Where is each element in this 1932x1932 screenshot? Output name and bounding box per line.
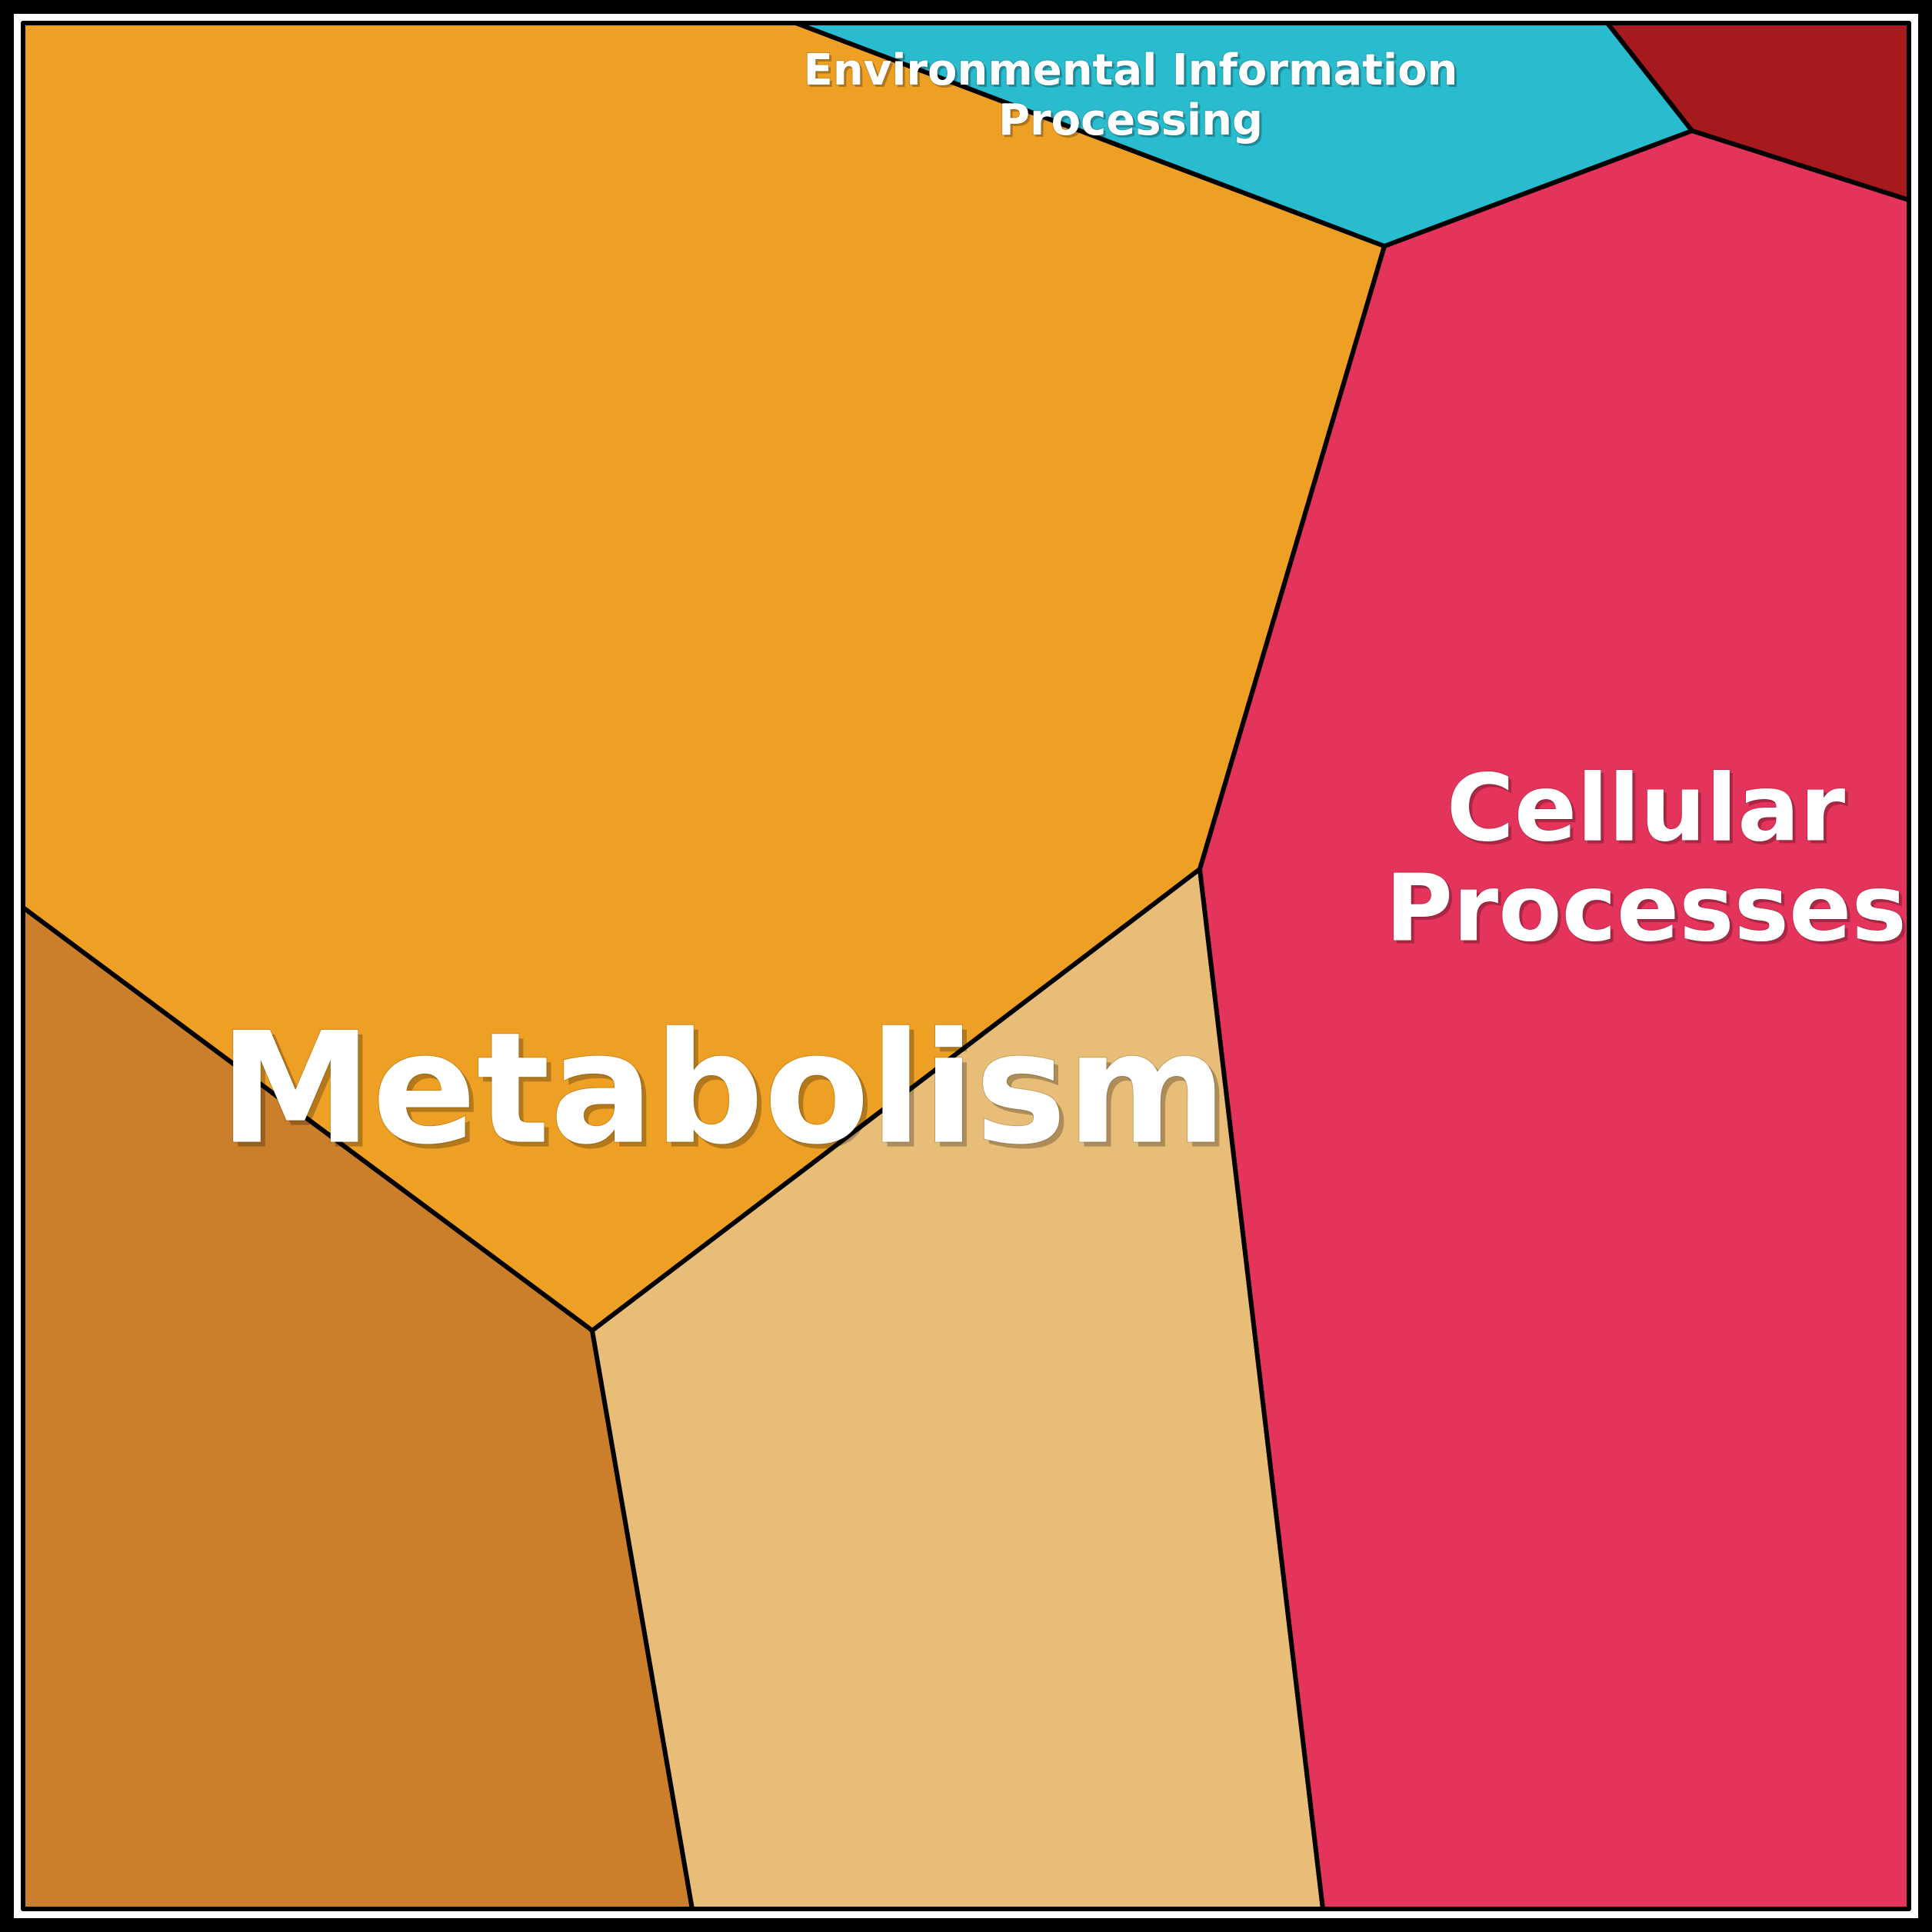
label-metabolism: Metabolism (219, 1000, 1227, 1179)
label-cellular-line1: Cellular (1447, 756, 1845, 863)
label-cellular-line2: Processes (1385, 856, 1907, 963)
label-env-line2: Processing (998, 95, 1263, 145)
label-env-line1: Environmental Information (804, 45, 1458, 95)
voronoi-treemap: MetabolismMetabolismCellularCellularProc… (0, 0, 1932, 1932)
